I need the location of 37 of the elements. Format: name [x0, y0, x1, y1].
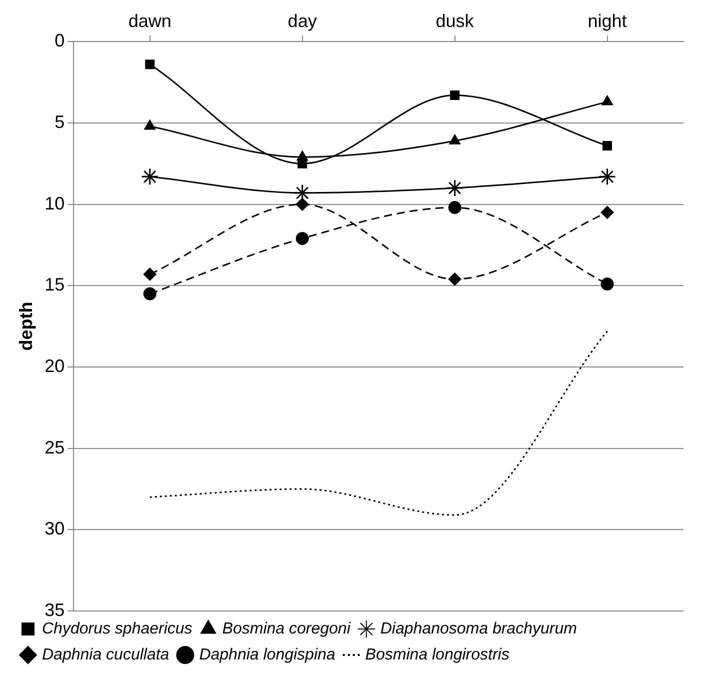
y-tick-label: 10	[44, 193, 65, 214]
point	[446, 179, 464, 197]
y-tick-label: 5	[54, 112, 65, 132]
point	[448, 272, 462, 286]
x-tick-label: dusk	[436, 10, 475, 31]
point	[449, 134, 460, 144]
point	[145, 60, 155, 70]
legend-label: Diaphanosoma brachyurum	[380, 620, 577, 638]
point	[141, 168, 159, 186]
point	[143, 287, 156, 300]
y-tick-label: 30	[44, 518, 65, 539]
y-tick-label: 35	[44, 600, 65, 620]
legend-label: Chydorus sphaericus	[42, 620, 192, 638]
x-tick-label: night	[588, 10, 627, 31]
line-series	[149, 330, 608, 516]
legend-label: Bosmina longirostris	[365, 646, 510, 664]
y-tick-label: 0	[54, 30, 65, 51]
point	[296, 198, 309, 211]
point	[600, 278, 614, 290]
y-tick-label: 20	[44, 356, 65, 376]
x-tick-label: dawn	[128, 10, 172, 31]
point	[296, 232, 309, 245]
legend-label: Daphnia cucullata	[42, 646, 170, 664]
point	[600, 206, 614, 219]
x-tick-label: day	[288, 10, 317, 31]
point	[144, 120, 156, 130]
point	[450, 90, 460, 100]
point	[602, 140, 612, 150]
legend-label: Daphnia longispina	[199, 646, 336, 664]
y-tick-label: 15	[44, 274, 65, 295]
point	[143, 268, 156, 281]
y-tick-label: 25	[44, 437, 65, 458]
point	[448, 201, 462, 214]
point	[598, 168, 616, 186]
y-axis-title: depth	[16, 302, 36, 351]
point	[602, 95, 613, 106]
legend-label: Bosmina coregoni	[222, 620, 351, 638]
